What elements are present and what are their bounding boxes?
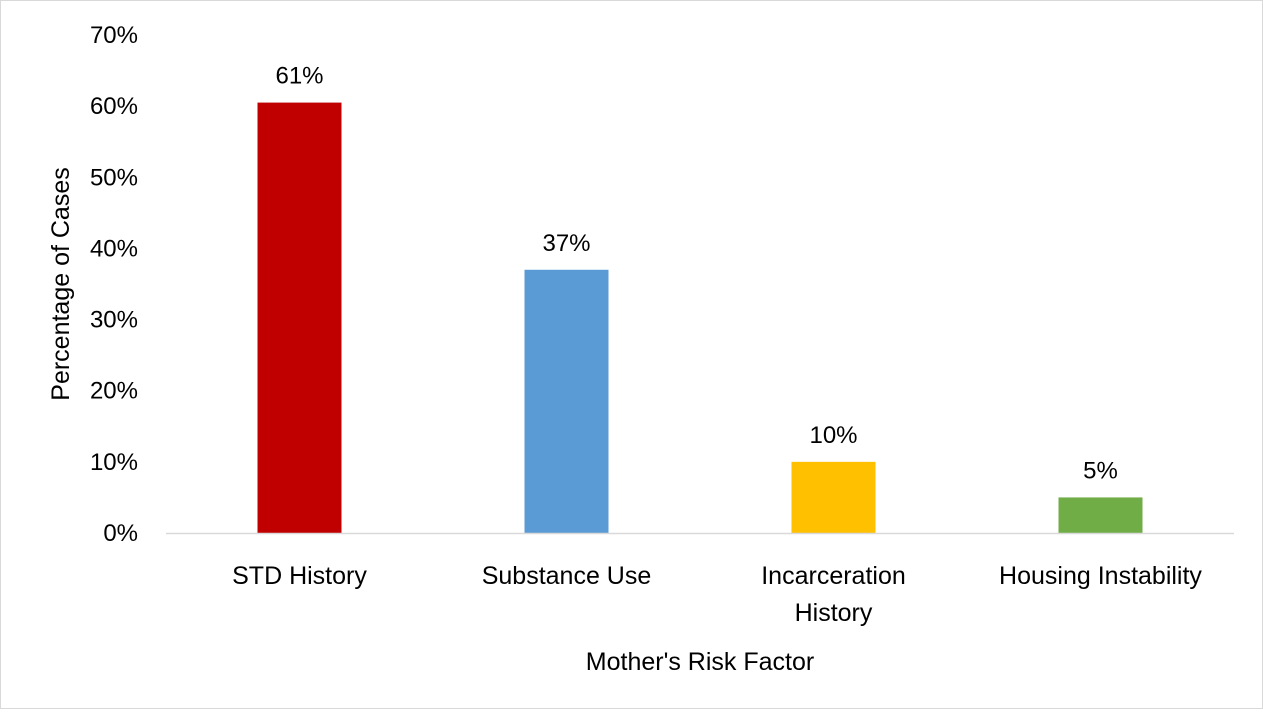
y-tick-label: 70%	[90, 22, 138, 49]
data-label: 10%	[809, 422, 857, 449]
category-label: Housing Instability	[999, 562, 1202, 590]
category-label: STD History	[232, 562, 367, 590]
y-tick-labels: 0% 10% 20% 30% 40% 50% 60% 70%	[90, 22, 138, 547]
category-label-line: Housing Instability	[999, 562, 1202, 590]
bar	[524, 269, 609, 533]
category-label: Substance Use	[482, 562, 652, 590]
bars	[257, 102, 1143, 533]
y-tick-label: 60%	[90, 93, 138, 120]
bar	[1058, 497, 1143, 533]
y-tick-label: 10%	[90, 449, 138, 476]
y-tick-label: 40%	[90, 235, 138, 262]
data-label: 61%	[275, 63, 323, 90]
bar	[791, 461, 876, 533]
category-label-line: Incarceration	[761, 562, 906, 590]
data-labels: 61% 37% 10% 5%	[275, 63, 1117, 485]
y-tick-label: 0%	[103, 520, 138, 547]
x-axis-title: Mother's Risk Factor	[586, 648, 814, 676]
data-label: 5%	[1083, 457, 1118, 484]
category-labels: STD History Substance Use Incarceration His…	[232, 562, 1202, 627]
data-label: 37%	[542, 230, 590, 257]
category-label-line: STD History	[232, 562, 367, 590]
y-tick-label: 50%	[90, 164, 138, 191]
bar	[257, 102, 342, 533]
y-tick-label: 30%	[90, 307, 138, 334]
category-label-line: Substance Use	[482, 562, 652, 590]
y-axis-title: Percentage of Cases	[47, 167, 75, 400]
y-tick-label: 20%	[90, 378, 138, 405]
category-label: Incarceration History	[761, 562, 906, 627]
category-label-line: History	[795, 599, 873, 627]
